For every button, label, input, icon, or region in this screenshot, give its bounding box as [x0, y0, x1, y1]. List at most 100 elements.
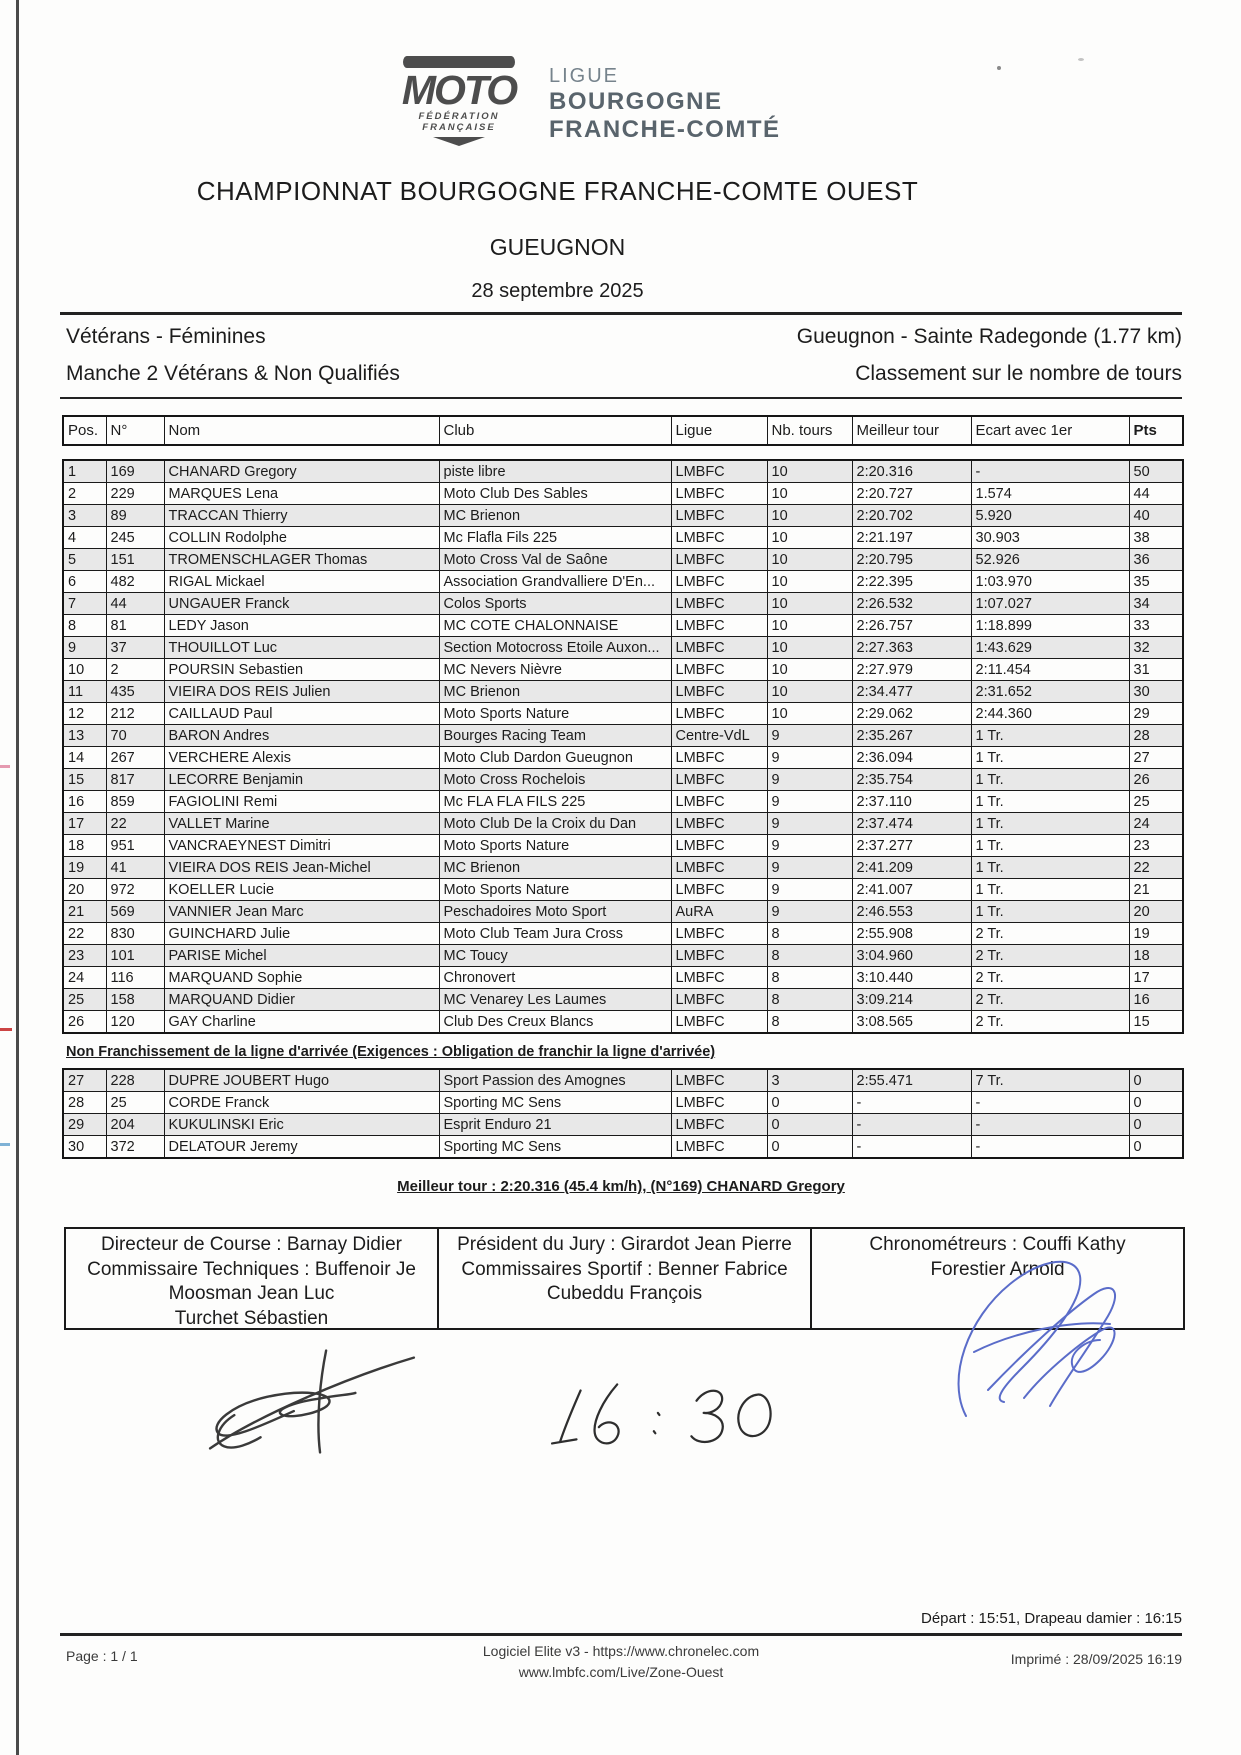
- table-row: 28 25 CORDE Franck Sporting MC Sens LMBF…: [62, 1091, 1184, 1114]
- cell-club: Moto Club Team Jura Cross: [438, 922, 672, 945]
- handwritten-time: [550, 1383, 772, 1445]
- table-row: 25 158 MARQUAND Didier MC Venarey Les La…: [62, 988, 1184, 1011]
- cell-club: Sport Passion des Amognes: [438, 1068, 672, 1092]
- officials-timekeepers: Chronométreurs : Couffi Kathy Forestier A…: [812, 1229, 1183, 1328]
- cell-bestlap: 3:08.565: [851, 1010, 972, 1034]
- official-line: Chronométreurs : Couffi Kathy: [869, 1234, 1126, 1255]
- cell-points: 24: [1128, 812, 1184, 835]
- cell-bestlap: 3:10.440: [851, 966, 972, 989]
- cell-laps: 10: [766, 570, 853, 593]
- table-row: 30 372 DELATOUR Jeremy Sporting MC Sens …: [62, 1135, 1184, 1159]
- shield-top-bar: [403, 56, 515, 68]
- cell-points: 20: [1128, 900, 1184, 923]
- table-row: 10 2 POURSIN Sebastien MC Nevers Nièvre …: [62, 658, 1184, 681]
- table-row: 15 817 LECORRE Benjamin Moto Cross Roche…: [62, 768, 1184, 791]
- scan-edge-artifact: [16, 0, 19, 1755]
- cell-ligue: LMBFC: [670, 548, 768, 571]
- cell-points: 26: [1128, 768, 1184, 791]
- cell-number: 229: [105, 482, 165, 505]
- cell-laps: 10: [766, 702, 853, 725]
- scan-mark: [0, 1143, 10, 1146]
- cell-bestlap: 2:29.062: [851, 702, 972, 725]
- table-row: 22 830 GUINCHARD Julie Moto Club Team Ju…: [62, 922, 1184, 945]
- table-row: 6 482 RIGAL Mickael Association Grandval…: [62, 570, 1184, 593]
- cell-laps: 9: [766, 724, 853, 747]
- cell-pos: 7: [62, 592, 107, 615]
- cell-pos: 15: [62, 768, 107, 791]
- officials-direction: Directeur de Course : Barnay Didier Commi…: [66, 1229, 439, 1329]
- cell-name: BARON Andres: [163, 724, 440, 747]
- cell-bestlap: 2:20.702: [851, 504, 972, 527]
- ligue-word-3: FRANCHE-COMTÉ: [549, 116, 781, 143]
- official-line: Moosman Jean Luc: [168, 1283, 335, 1304]
- cell-bestlap: 2:27.363: [851, 636, 972, 659]
- cell-points: 30: [1128, 680, 1184, 703]
- cell-laps: 10: [766, 680, 853, 703]
- cell-laps: 9: [766, 768, 853, 791]
- cell-ligue: LMBFC: [670, 768, 768, 791]
- cell-pos: 11: [62, 680, 107, 703]
- cell-name: UNGAUER Franck: [163, 592, 440, 615]
- divider: [60, 397, 1182, 399]
- table-row: 21 569 VANNIER Jean Marc Peschadoires Mo…: [62, 900, 1184, 923]
- software-credit: Logiciel Elite v3 - https://www.chronele…: [60, 1641, 1182, 1683]
- cell-points: 0: [1128, 1135, 1184, 1159]
- table-row: 2 229 MARQUES Lena Moto Club Des Sables …: [62, 482, 1184, 505]
- cell-name: VALLET Marine: [163, 812, 440, 835]
- cell-bestlap: 3:09.214: [851, 988, 972, 1011]
- cell-ligue: LMBFC: [670, 1135, 768, 1159]
- table-row: 23 101 PARISE Michel MC Toucy LMBFC 8 3:…: [62, 944, 1184, 967]
- timekeeper-signature: [957, 1260, 1117, 1417]
- cell-name: CORDE Franck: [163, 1091, 440, 1114]
- cell-pos: 6: [62, 570, 107, 593]
- cell-club: Moto Sports Nature: [438, 702, 672, 725]
- page-indicator: Page : 1 / 1: [66, 1648, 138, 1664]
- cell-pos: 16: [62, 790, 107, 813]
- cell-pos: 26: [62, 1010, 107, 1034]
- cell-gap: 1.574: [970, 482, 1130, 505]
- ffm-logo-text: MOTO: [401, 67, 518, 113]
- cell-pos: 19: [62, 856, 107, 879]
- cell-pos: 12: [62, 702, 107, 725]
- cell-ligue: LMBFC: [670, 680, 768, 703]
- cell-laps: 0: [766, 1135, 853, 1159]
- cell-laps: 10: [766, 482, 853, 505]
- cell-pos: 17: [62, 812, 107, 835]
- cell-points: 0: [1128, 1113, 1184, 1136]
- cell-laps: 9: [766, 900, 853, 923]
- cell-gap: -: [970, 1135, 1130, 1159]
- cell-name: POURSIN Sebastien: [163, 658, 440, 681]
- col-header-bestlap: Meilleur tour: [851, 415, 972, 446]
- cell-number: 120: [105, 1010, 165, 1034]
- cell-name: PARISE Michel: [163, 944, 440, 967]
- cell-gap: 1 Tr.: [970, 724, 1130, 747]
- cell-number: 267: [105, 746, 165, 769]
- cell-ligue: LMBFC: [670, 1091, 768, 1114]
- cell-gap: 2 Tr.: [970, 966, 1130, 989]
- cell-number: 482: [105, 570, 165, 593]
- cell-club: Section Motocross Etoile Auxon...: [438, 636, 672, 659]
- cell-pos: 2: [62, 482, 107, 505]
- cell-gap: -: [970, 1113, 1130, 1136]
- cell-laps: 8: [766, 944, 853, 967]
- col-header-ligue: Ligue: [670, 415, 768, 446]
- officials-box: Directeur de Course : Barnay Didier Commi…: [64, 1227, 1185, 1330]
- cell-bestlap: 2:36.094: [851, 746, 972, 769]
- table-row: 16 859 FAGIOLINI Remi Mc FLA FLA FILS 22…: [62, 790, 1184, 813]
- cell-ligue: LMBFC: [670, 834, 768, 857]
- cell-points: 28: [1128, 724, 1184, 747]
- cell-club: Moto Club Des Sables: [438, 482, 672, 505]
- cell-points: 18: [1128, 944, 1184, 967]
- official-line: Directeur de Course : Barnay Didier: [101, 1234, 402, 1255]
- cell-name: VIEIRA DOS REIS Jean-Michel: [163, 856, 440, 879]
- scan-speck: [997, 66, 1001, 70]
- col-header-laps: Nb. tours: [766, 415, 853, 446]
- cell-laps: 0: [766, 1113, 853, 1136]
- cell-laps: 9: [766, 746, 853, 769]
- cell-points: 50: [1128, 459, 1184, 483]
- table-row: 17 22 VALLET Marine Moto Club De la Croi…: [62, 812, 1184, 835]
- cell-pos: 27: [62, 1068, 107, 1092]
- cell-club: piste libre: [438, 459, 672, 483]
- cell-laps: 3: [766, 1068, 853, 1092]
